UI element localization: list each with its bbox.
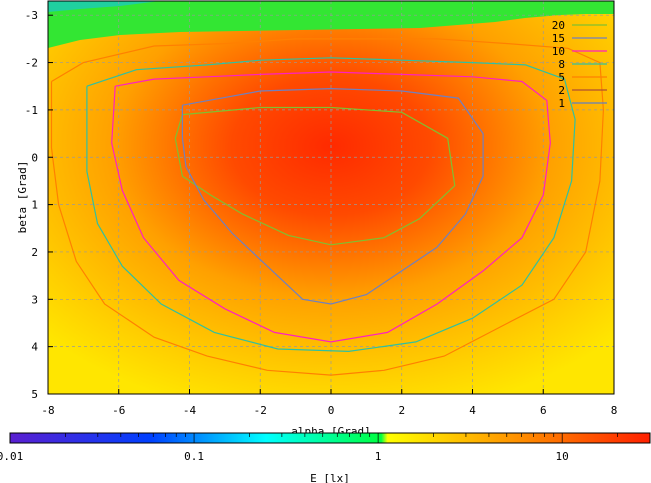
colorbar-tick-label: 0.1 (184, 450, 204, 463)
legend-label: 20 (552, 19, 565, 32)
legend-label: 15 (552, 32, 565, 45)
y-axis-label: beta [Grad] (16, 161, 29, 234)
legend-label: 10 (552, 45, 565, 58)
y-tick-label: 5 (31, 388, 38, 401)
x-tick-label: 0 (328, 404, 335, 417)
colorbar-label: E [lx] (310, 472, 350, 483)
contour-line-20 (174, 106, 456, 246)
contour-line-5 (50, 38, 605, 376)
colorbar-ticks: 0.01 0.1 1 10 (0, 433, 651, 463)
x-tick-label: 2 (398, 404, 405, 417)
legend-label: 1 (558, 97, 565, 110)
colorbar-tick-label: 1 (375, 450, 382, 463)
x-tick-label: 6 (540, 404, 547, 417)
x-tick-label: -6 (112, 404, 125, 417)
y-tick-label: 1 (31, 199, 38, 212)
y-tick-label: -3 (25, 9, 38, 22)
x-tick-label: -2 (254, 404, 267, 417)
legend-label: 5 (558, 71, 565, 84)
x-axis: -8 -6 -4 -2 0 2 4 6 8 (41, 389, 617, 417)
contour-line-10 (111, 71, 551, 343)
heatmap-background (48, 1, 614, 394)
legend-label: 2 (558, 84, 565, 97)
contour-line-15 (181, 87, 484, 305)
colorbar: 0.01 0.1 1 10 E [lx] (0, 432, 651, 483)
x-tick-label: -8 (41, 404, 54, 417)
contour-lines (50, 38, 605, 376)
colorbar-tick-label: 10 (556, 450, 569, 463)
y-axis: -3 -2 -1 0 1 2 3 4 5 (25, 9, 53, 401)
cyan-edge-region (48, 1, 160, 12)
contour-line-8 (86, 57, 576, 353)
x-tick-label: 4 (469, 404, 476, 417)
y-tick-label: 4 (31, 341, 38, 354)
x-tick-label: -4 (183, 404, 197, 417)
y-tick-label: 0 (31, 151, 38, 164)
y-tick-label: 2 (31, 246, 38, 259)
y-tick-label: 3 (31, 293, 38, 306)
y-tick-label: -1 (25, 104, 38, 117)
green-low-region (48, 1, 614, 48)
plot-area (48, 1, 614, 394)
legend-label: 8 (558, 58, 565, 71)
colorbar-tick-label: 0.01 (0, 450, 23, 463)
y-tick-label: -2 (25, 57, 38, 70)
x-tick-label: 8 (611, 404, 618, 417)
grid (48, 1, 614, 394)
